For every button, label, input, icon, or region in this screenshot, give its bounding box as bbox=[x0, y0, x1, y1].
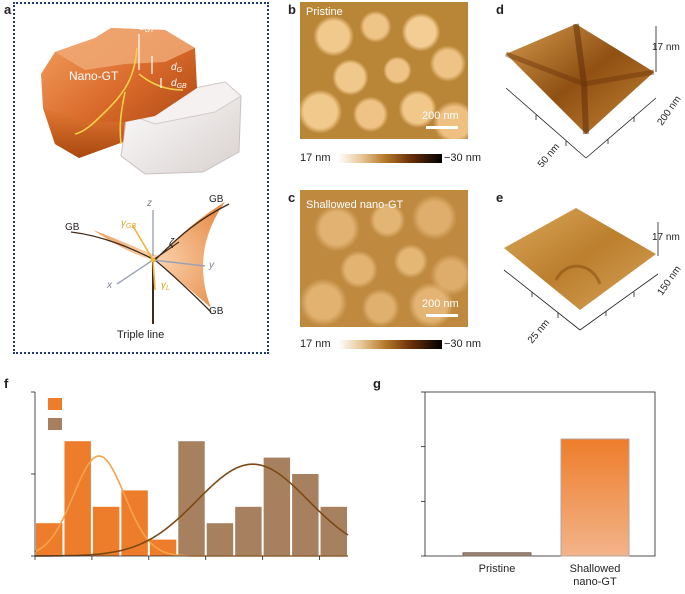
cbar-min-c: 17 nm bbox=[300, 338, 331, 350]
d-x-label: 50 nm bbox=[536, 142, 562, 170]
depth-arrows bbox=[138, 34, 162, 88]
shallowed-label: Shallowed nano-GT bbox=[306, 199, 404, 211]
axis-y-label: y bbox=[208, 260, 215, 271]
afm-image-shallowed: Shallowed nano-GT 200 nm bbox=[300, 190, 468, 327]
afm-image-pristine: Pristine 200 nm bbox=[300, 2, 468, 139]
orange-grain bbox=[41, 28, 197, 158]
hist-bar-pristine bbox=[206, 523, 234, 556]
panel-label-a: a bbox=[4, 2, 12, 17]
energy-bar-shallowed bbox=[560, 438, 630, 557]
surface-3d-e: 17 nm 150 nm 25 nm bbox=[503, 208, 684, 346]
d-g-label: dG bbox=[171, 62, 183, 74]
gb-top-label: GB bbox=[209, 194, 224, 205]
colorbar-c bbox=[338, 340, 442, 349]
d-gt-label: dGT bbox=[139, 22, 155, 34]
hist-bar-shallowed bbox=[149, 539, 177, 556]
scalebar-c bbox=[426, 314, 458, 317]
d-z-label: 17 nm bbox=[652, 42, 680, 53]
e-z-label: 17 nm bbox=[652, 232, 680, 243]
cbar-max-b: −30 nm bbox=[444, 152, 481, 164]
e-x-label: 25 nm bbox=[526, 318, 552, 346]
hist-bar-pristine bbox=[178, 441, 205, 556]
x-category-label: Pristine bbox=[479, 563, 516, 575]
cbar-max-c: −30 nm bbox=[444, 338, 481, 350]
e-y-label: 150 nm bbox=[655, 264, 683, 298]
hist-bar-pristine bbox=[292, 474, 319, 556]
panel-label-f: f bbox=[4, 376, 9, 391]
energy-bar-pristine bbox=[462, 552, 532, 557]
legend-swatch-shallowed bbox=[48, 398, 62, 410]
panel-label-b: b bbox=[288, 2, 296, 17]
triple-line-caption: Triple line bbox=[117, 329, 164, 341]
gamma-gb-label: γGB bbox=[121, 218, 136, 230]
hist-bar-pristine bbox=[263, 457, 291, 556]
hist-bar-shallowed bbox=[121, 490, 148, 556]
energy-bar-chart: Pristine Shallowed nano-GT bbox=[421, 391, 656, 588]
nano-gt-label: Nano-GT bbox=[69, 69, 119, 83]
plot-frame bbox=[424, 391, 656, 557]
colorbar-b bbox=[338, 154, 442, 163]
d-y-label: 200 nm bbox=[655, 94, 683, 128]
legend-swatch-pristine bbox=[48, 418, 62, 430]
x-category-label: Shallowed nano-GT bbox=[570, 563, 621, 588]
scalebar-b bbox=[426, 126, 458, 129]
panel-a-frame bbox=[13, 2, 269, 354]
hist-bar-pristine bbox=[235, 506, 262, 556]
axis-z-label: z bbox=[146, 198, 152, 209]
hist-bar-shallowed bbox=[64, 441, 91, 556]
panel-label-c: c bbox=[288, 190, 296, 205]
gamma-l-label: γL bbox=[161, 280, 170, 292]
boundary-lines bbox=[74, 47, 184, 145]
scale-label-b: 200 nm bbox=[422, 110, 459, 122]
hist-bar-shallowed bbox=[92, 506, 120, 556]
panel-a-illustration: Nano-GT dGT dG dGB GB GB GB z y x γGB γL… bbox=[41, 22, 242, 341]
zeta-label: ζ bbox=[169, 237, 175, 249]
panel-label-e: e bbox=[496, 190, 504, 205]
fit-curve-pristine bbox=[34, 463, 349, 557]
triple-line-schematic bbox=[70, 202, 230, 324]
d-gb-label: dGB bbox=[171, 78, 187, 90]
gb-left-label: GB bbox=[65, 222, 80, 233]
cbar-min-b: 17 nm bbox=[300, 152, 331, 164]
axis-x-label: x bbox=[106, 280, 113, 291]
surface-3d-d: 17 nm 200 nm 50 nm bbox=[505, 23, 684, 170]
scale-label-c: 200 nm bbox=[422, 298, 459, 310]
gb-bottom-label: GB bbox=[209, 306, 224, 317]
panel-label-d: d bbox=[496, 2, 504, 17]
histogram-chart bbox=[31, 391, 349, 560]
panel-label-g: g bbox=[373, 376, 381, 391]
pristine-label: Pristine bbox=[306, 6, 343, 18]
